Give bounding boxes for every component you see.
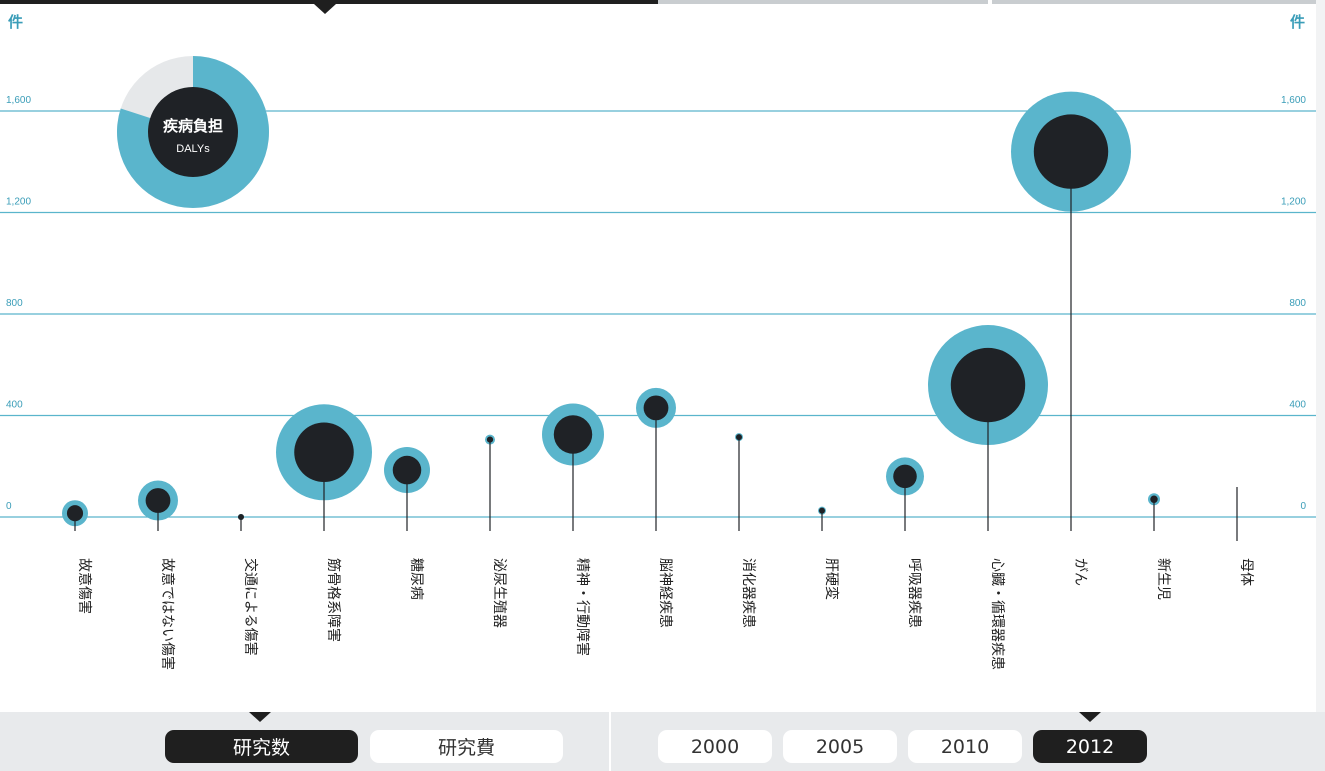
- point-marker[interactable]: [643, 395, 669, 421]
- metric-tab-pointer-icon: [249, 712, 271, 722]
- category-label: 交通による傷害: [243, 558, 259, 656]
- category-label: 母体: [1239, 558, 1255, 586]
- top-tab-bar: [658, 0, 988, 4]
- year-tab-2000[interactable]: 2000: [658, 730, 772, 763]
- category-label: 精神・行動障害: [575, 558, 591, 656]
- y-tick-label-left: 1,200: [6, 197, 31, 208]
- year-tab-2005[interactable]: 2005: [783, 730, 897, 763]
- legend-donut-center: [148, 87, 238, 177]
- y-tick-label-left: 1,600: [6, 95, 31, 106]
- point-marker[interactable]: [736, 434, 742, 441]
- legend-subtitle: DALYs: [176, 143, 210, 155]
- year-tab-2012[interactable]: 2012: [1033, 730, 1147, 763]
- category-label: 肝硬変: [824, 558, 840, 600]
- metric-tab-count[interactable]: 研究数: [165, 730, 358, 763]
- category-label: 糖尿病: [409, 558, 425, 600]
- year-tab-2010[interactable]: 2010: [908, 730, 1022, 763]
- right-edge: [1316, 0, 1325, 712]
- category-label: 呼吸器疾患: [907, 558, 923, 628]
- point-marker[interactable]: [238, 514, 244, 520]
- point-marker[interactable]: [392, 455, 422, 485]
- y-unit-label-right: 件: [1290, 13, 1305, 31]
- top-tab-bar-active: [0, 0, 658, 4]
- point-marker[interactable]: [66, 505, 84, 522]
- category-label: 新生児: [1156, 558, 1172, 600]
- y-tick-label-right: 0: [1300, 501, 1306, 512]
- category-label: 消化器疾患: [741, 558, 757, 628]
- point-marker[interactable]: [950, 347, 1026, 423]
- metric-tab-funding[interactable]: 研究費: [370, 730, 563, 763]
- point-marker[interactable]: [1150, 495, 1158, 503]
- top-tab-bar: [992, 0, 1325, 4]
- top-tab-pointer-icon: [314, 4, 336, 14]
- y-tick-label-right: 1,200: [1281, 197, 1306, 208]
- point-marker[interactable]: [893, 464, 917, 489]
- y-tick-label-left: 400: [6, 400, 23, 411]
- category-label: 故意ではない傷害: [160, 558, 176, 670]
- y-unit-label-left: 件: [8, 13, 23, 31]
- category-label: 故意傷害: [77, 558, 93, 614]
- chart: 0 0 400 400 800 800 1,200 1,200 1,600 1,600 件 件疾病負担…: [0, 13, 1316, 670]
- category-label: 心臓・循環器疾患: [990, 558, 1006, 670]
- point-marker[interactable]: [145, 488, 171, 513]
- point-marker[interactable]: [553, 415, 593, 454]
- control-divider: [609, 712, 611, 771]
- y-tick-label-right: 400: [1289, 400, 1306, 411]
- point-marker[interactable]: [486, 436, 494, 443]
- point-marker[interactable]: [819, 507, 825, 514]
- legend-title: 疾病負担: [163, 117, 223, 135]
- point-marker[interactable]: [294, 422, 354, 483]
- category-label: がん: [1073, 558, 1089, 586]
- y-tick-label-right: 1,600: [1281, 95, 1306, 106]
- y-tick-label-right: 800: [1289, 298, 1306, 309]
- y-tick-label-left: 800: [6, 298, 23, 309]
- y-tick-label-left: 0: [6, 501, 12, 512]
- category-label: 泌尿生殖器: [492, 558, 508, 628]
- category-label: 筋骨格系障害: [326, 558, 342, 642]
- year-tab-pointer-icon: [1079, 712, 1101, 722]
- category-label: 脳神経疾患: [658, 558, 674, 628]
- point-marker[interactable]: [1033, 114, 1109, 189]
